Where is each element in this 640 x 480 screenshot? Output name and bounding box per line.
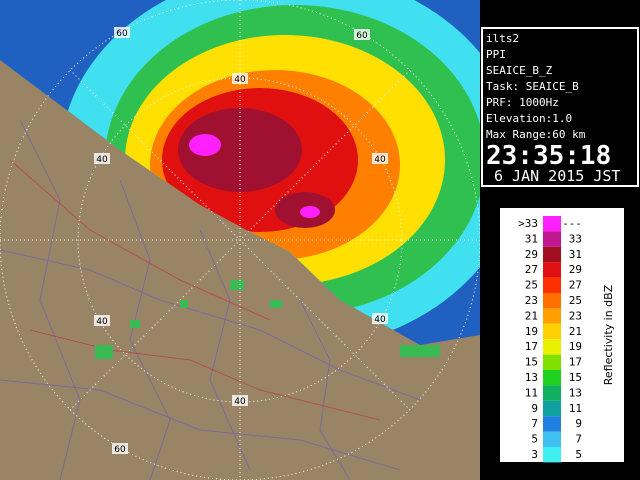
legend-swatch	[543, 231, 561, 247]
range-label-bg	[372, 313, 388, 324]
legend-high: 7	[575, 433, 582, 446]
legend-swatch	[543, 370, 561, 386]
range-label-bg	[94, 315, 110, 326]
legend-low: 27	[525, 263, 538, 276]
legend-low: 3	[531, 448, 538, 461]
legend-low: 15	[525, 356, 538, 369]
range-label: 40	[96, 155, 108, 165]
range-label: 40	[374, 315, 386, 325]
legend-high: 19	[569, 340, 582, 353]
range-label-bg	[232, 395, 248, 406]
legend-low: 25	[525, 279, 538, 292]
legend-panel	[500, 208, 624, 462]
legend-high: 29	[569, 263, 582, 276]
legend-high: 25	[569, 294, 582, 307]
legend-title: Reflectivity in dBZ	[602, 284, 615, 385]
legend-swatch	[543, 339, 561, 355]
range-label: 60	[356, 31, 368, 41]
prf: PRF: 1000Hz	[486, 96, 559, 109]
range-label: 40	[234, 75, 246, 85]
product: SEAICE_B_Z	[486, 64, 553, 77]
legend-swatch	[543, 293, 561, 309]
range-label-bg	[372, 153, 388, 164]
legend-swatch	[543, 216, 561, 232]
legend-high: ---	[562, 217, 582, 230]
legend-high: 21	[569, 325, 582, 338]
legend-high: 31	[569, 248, 582, 261]
legend-swatch	[543, 246, 561, 263]
legend-low: 23	[525, 294, 538, 307]
legend-low: 9	[531, 402, 538, 415]
legend-swatch	[543, 277, 561, 293]
range-label: 40	[234, 397, 246, 407]
legend-swatch	[543, 400, 561, 417]
legend-high: 13	[569, 386, 582, 399]
legend-high: 33	[569, 232, 582, 245]
legend-swatch	[543, 447, 561, 463]
legend-high: 9	[575, 417, 582, 430]
legend-high: 15	[569, 371, 582, 384]
legend-high: 5	[575, 448, 582, 461]
legend-high: 11	[569, 402, 582, 415]
legend-low: 13	[525, 371, 538, 384]
legend-low: >33	[518, 217, 538, 230]
legend-high: 27	[569, 279, 582, 292]
range-label-bg	[94, 153, 110, 164]
range-label-bg	[354, 29, 370, 40]
task: Task: SEAICE_B	[486, 80, 579, 93]
legend-low: 29	[525, 248, 538, 261]
legend-low: 19	[525, 325, 538, 338]
legend-low: 17	[525, 340, 538, 353]
range-label: 40	[96, 317, 108, 327]
legend-swatch	[543, 308, 561, 324]
range-label-bg	[114, 27, 130, 38]
range-label: 60	[114, 445, 126, 455]
legend-swatch	[543, 431, 561, 447]
legend-low: 7	[531, 417, 538, 430]
max-range: Max Range:60 km	[486, 128, 586, 141]
date: 6 JAN 2015 JST	[494, 167, 620, 185]
range-rings	[0, 0, 480, 480]
scan-mode: PPI	[486, 48, 506, 61]
legend-swatch	[543, 385, 561, 401]
range-label: 40	[374, 155, 386, 165]
time: 23:35:18	[486, 141, 611, 171]
legend-swatch	[543, 416, 561, 432]
range-label: 60	[116, 29, 128, 39]
legend-low: 21	[525, 309, 538, 322]
legend-swatch	[543, 323, 561, 340]
elevation: Elevation:1.0	[486, 112, 572, 125]
legend-high: 17	[569, 356, 582, 369]
legend-swatch	[543, 354, 561, 370]
station: ilts2	[486, 32, 519, 45]
legend-low: 5	[531, 433, 538, 446]
range-label-bg	[112, 443, 128, 454]
legend-high: 23	[569, 309, 582, 322]
legend-low: 31	[525, 232, 538, 245]
legend-swatch	[543, 262, 561, 278]
radar-map: 60 40 60 40 40 40 40 40 60	[0, 0, 480, 480]
range-label-bg	[232, 73, 248, 84]
legend-low: 11	[525, 386, 538, 399]
info-panel	[481, 27, 639, 187]
